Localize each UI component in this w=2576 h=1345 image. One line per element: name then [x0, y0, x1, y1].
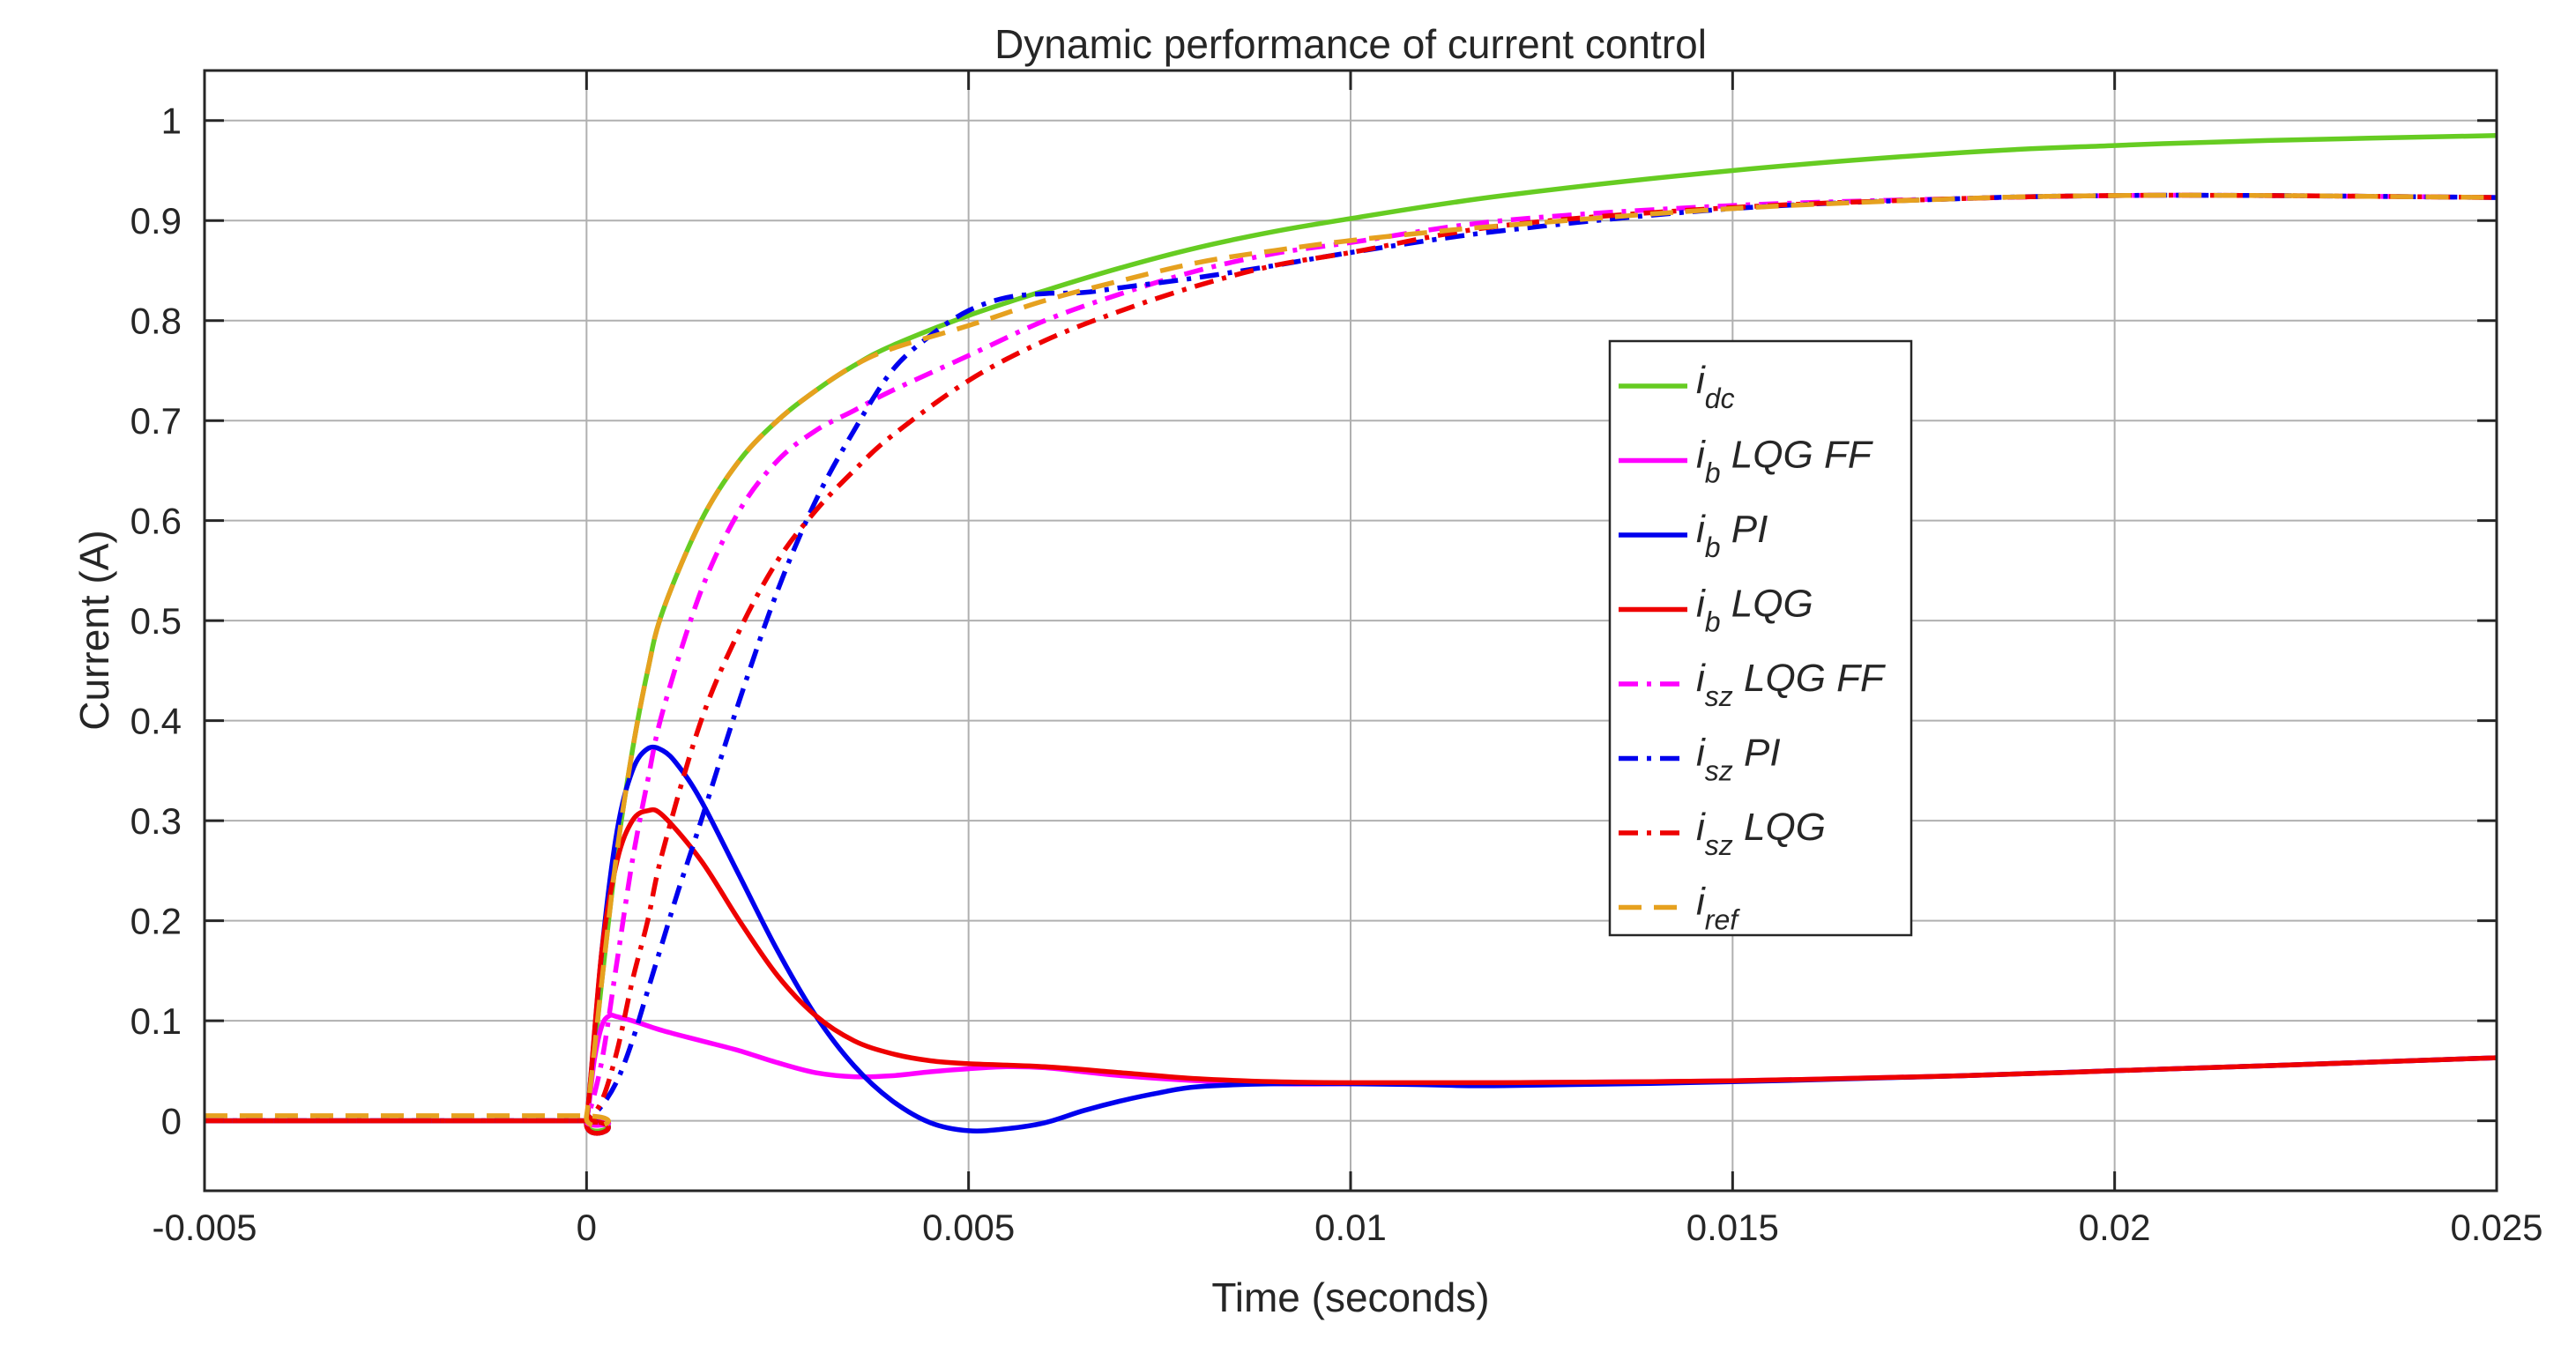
- legend-item: idc: [1619, 359, 1735, 414]
- legend-label: isz LQG: [1696, 806, 1826, 861]
- series-line-i-b-lqg: [205, 806, 2497, 1136]
- legend-label: isz LQG FF: [1696, 657, 1886, 712]
- y-tick-label: 1: [161, 100, 182, 142]
- legend-item: ib PI: [1619, 508, 1768, 563]
- legend-box: [1608, 339, 1913, 937]
- series-line-i-ref: [205, 192, 2497, 1128]
- legend-item: isz LQG FF: [1619, 657, 1886, 712]
- x-axis-title: Time (seconds): [1211, 1274, 1489, 1320]
- legend-label: iref: [1696, 881, 1740, 936]
- legend-item: isz PI: [1619, 732, 1781, 787]
- x-tick-label: 0.015: [1686, 1207, 1779, 1248]
- y-tick-label: 0.3: [130, 800, 182, 842]
- legend: idc ib LQG FF ib PI ib LQG isz LQG FF isz PI i…: [1608, 339, 1913, 937]
- y-axis-title: Current (A): [71, 530, 117, 730]
- y-tick-label: 0.6: [130, 501, 182, 542]
- legend-item: ib LQG FF: [1619, 434, 1873, 489]
- y-tick-label: 0.7: [130, 400, 182, 442]
- y-tick-label: 0.8: [130, 301, 182, 342]
- x-tick-label: 0.01: [1314, 1207, 1387, 1248]
- legend-label: ib LQG: [1696, 583, 1813, 638]
- legend-item: isz LQG: [1619, 806, 1826, 861]
- legend-item: iref: [1619, 881, 1740, 936]
- series-group: [205, 133, 2497, 1136]
- x-tick-label: 0.02: [2079, 1207, 2151, 1248]
- legend-label: idc: [1696, 359, 1735, 414]
- x-tick-label: 0.025: [2450, 1207, 2542, 1248]
- y-tick-label: 0.2: [130, 901, 182, 942]
- x-tick-label: -0.005: [152, 1207, 257, 1248]
- plot-frame: [203, 69, 2498, 1193]
- legend-label: ib LQG FF: [1696, 434, 1873, 489]
- y-tick-label: 0.5: [130, 600, 182, 642]
- x-tick-label: 0.005: [922, 1207, 1015, 1248]
- legend-item: ib LQG: [1619, 583, 1813, 638]
- y-tick-label: 0.9: [130, 200, 182, 242]
- x-tick-label: 0: [577, 1207, 597, 1248]
- legend-label: ib PI: [1696, 508, 1768, 563]
- chart-title: Dynamic performance of current control: [994, 21, 1707, 67]
- y-tick-label: 0: [161, 1101, 182, 1142]
- y-tick-label: 0.4: [130, 701, 182, 742]
- legend-label: isz PI: [1696, 732, 1781, 787]
- y-tick-label: 0.1: [130, 1000, 182, 1042]
